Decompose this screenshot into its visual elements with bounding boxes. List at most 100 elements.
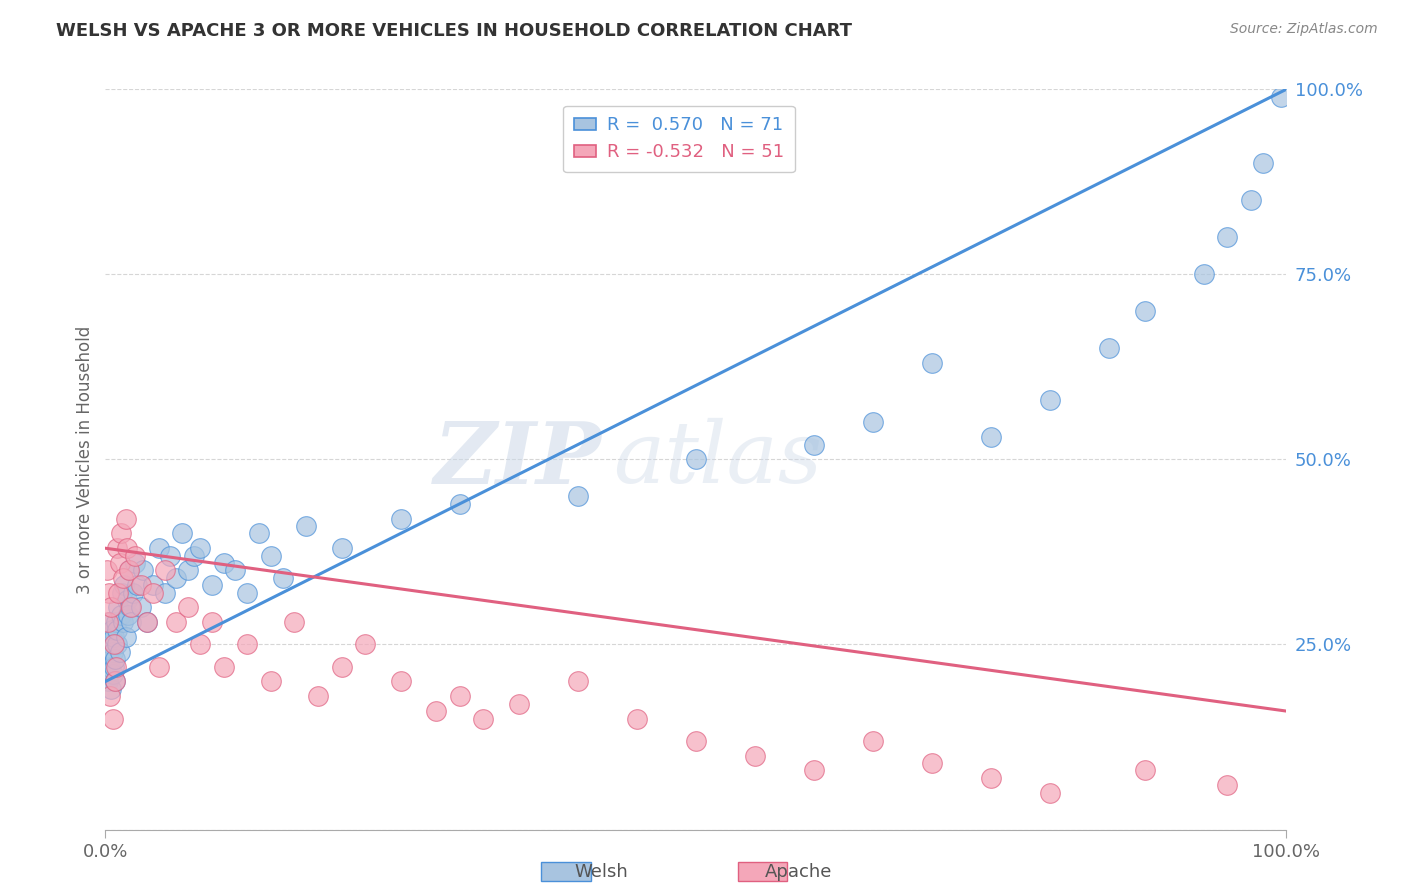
Point (980, 430, 1002, 444)
Point (148, 659, 170, 673)
Point (105, 623, 128, 637)
Point (101, 712, 124, 726)
Point (201, 615, 224, 630)
Point (117, 607, 139, 622)
Point (104, 652, 127, 666)
Point (744, 748, 766, 763)
Point (1240, 193, 1263, 207)
Text: Source: ZipAtlas.com: Source: ZipAtlas.com (1230, 22, 1378, 37)
Text: WELSH VS APACHE 3 OR MORE VEHICLES IN HOUSEHOLD CORRELATION CHART: WELSH VS APACHE 3 OR MORE VEHICLES IN HO… (56, 22, 852, 40)
Point (108, 645, 131, 659)
Point (307, 690, 329, 704)
Point (105, 615, 128, 630)
Y-axis label: 3 or more Vehicles in Household: 3 or more Vehicles in Household (76, 326, 94, 593)
Point (98, 585, 121, 599)
Point (567, 489, 589, 503)
Point (330, 659, 353, 673)
Text: ZIP: ZIP (433, 417, 602, 501)
Point (862, 415, 884, 429)
Point (135, 615, 157, 630)
Point (389, 511, 412, 525)
Point (803, 437, 825, 451)
Point (354, 637, 377, 651)
Point (98, 652, 121, 666)
Point (236, 637, 259, 651)
Point (120, 600, 142, 615)
Point (165, 571, 187, 585)
Point (104, 674, 127, 689)
Point (921, 356, 943, 370)
Point (103, 659, 125, 673)
Point (224, 564, 246, 578)
Point (212, 659, 235, 673)
Point (172, 526, 194, 541)
Point (236, 585, 259, 599)
Point (100, 681, 122, 696)
Point (129, 600, 152, 615)
Point (1133, 764, 1156, 778)
Text: atlas: atlas (613, 418, 823, 500)
Point (177, 600, 200, 615)
Point (1192, 268, 1215, 282)
Point (921, 756, 943, 770)
Point (212, 556, 235, 570)
Point (115, 541, 138, 556)
Point (110, 607, 132, 622)
Point (201, 578, 224, 592)
Point (153, 564, 176, 578)
Point (980, 771, 1002, 785)
Point (107, 585, 129, 599)
Point (1251, 156, 1274, 170)
Point (1039, 786, 1062, 800)
Point (105, 659, 128, 673)
Point (508, 697, 530, 711)
Point (142, 578, 165, 592)
Point (101, 667, 124, 681)
Point (148, 541, 170, 556)
Point (100, 637, 122, 651)
Point (96, 645, 118, 659)
Point (101, 645, 124, 659)
Point (96, 659, 118, 673)
Point (159, 549, 181, 563)
Point (165, 615, 187, 630)
Point (153, 585, 176, 599)
Point (103, 630, 125, 644)
Point (1039, 393, 1062, 408)
Point (685, 452, 707, 467)
Point (110, 526, 132, 541)
Point (271, 571, 294, 585)
Point (124, 556, 146, 570)
Point (120, 615, 142, 630)
Point (389, 674, 412, 689)
Point (283, 615, 305, 630)
Point (1098, 341, 1121, 355)
Point (1216, 778, 1239, 792)
Point (142, 585, 165, 599)
Point (132, 564, 155, 578)
Point (124, 549, 146, 563)
Point (135, 615, 157, 630)
Point (425, 704, 447, 718)
Point (129, 578, 152, 592)
Point (96, 564, 118, 578)
Point (567, 674, 589, 689)
Point (188, 637, 211, 651)
Point (1133, 304, 1156, 318)
Point (114, 511, 136, 525)
Point (127, 578, 149, 592)
Point (862, 733, 884, 747)
Point (183, 549, 205, 563)
Point (98, 659, 121, 673)
Point (120, 600, 142, 615)
Point (449, 690, 471, 704)
Point (98, 615, 121, 630)
Point (104, 674, 127, 689)
Point (188, 541, 211, 556)
Point (260, 549, 283, 563)
Point (295, 519, 318, 533)
Point (1270, 89, 1292, 103)
Point (260, 674, 283, 689)
Point (107, 600, 129, 615)
Point (112, 615, 135, 630)
